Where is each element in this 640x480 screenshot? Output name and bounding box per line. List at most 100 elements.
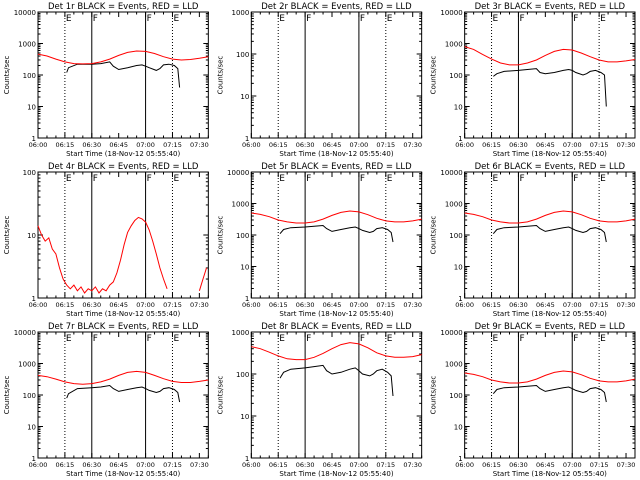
flag-label: F bbox=[360, 14, 365, 24]
y-tick-label: 1 bbox=[32, 455, 36, 463]
y-tick-label: 10 bbox=[240, 413, 249, 421]
x-tick-label: 06:15 bbox=[482, 301, 501, 309]
flag-label: F bbox=[306, 334, 311, 344]
flag-label: E bbox=[387, 14, 393, 24]
lld-series-line bbox=[464, 210, 636, 224]
x-axis-label: Start Time (18-Nov-12 05:55:40) bbox=[66, 310, 180, 318]
y-tick-label: 10000 bbox=[14, 9, 36, 17]
y-tick-label: 1 bbox=[32, 135, 36, 143]
lld-series-line bbox=[464, 370, 636, 384]
y-tick-label: 10 bbox=[454, 424, 463, 432]
plot-frame bbox=[250, 331, 423, 459]
y-axis-label: Counts/sec bbox=[430, 56, 438, 95]
flag-label: E bbox=[173, 14, 179, 24]
lld-series-line bbox=[464, 46, 636, 66]
x-tick-label: 06:00 bbox=[242, 141, 261, 149]
x-tick-label: 07:00 bbox=[350, 141, 369, 149]
x-tick-label: 07:15 bbox=[163, 141, 182, 149]
y-tick-label: 10000 bbox=[227, 169, 249, 177]
x-tick-label: 06:30 bbox=[509, 301, 528, 309]
x-tick-label: 06:00 bbox=[455, 301, 474, 309]
x-tick-label: 06:00 bbox=[29, 461, 48, 469]
flag-label: F bbox=[306, 14, 311, 24]
chart-title: Det 4r BLACK = Events, RED = LLD bbox=[48, 162, 199, 172]
chart-title: Det 8r BLACK = Events, RED = LLD bbox=[261, 322, 412, 332]
y-tick-label: 10 bbox=[27, 104, 36, 112]
x-tick-label: 06:15 bbox=[269, 301, 288, 309]
x-tick-label: 07:30 bbox=[617, 301, 636, 309]
y-tick-label: 100 bbox=[449, 72, 462, 80]
y-tick-label: 100 bbox=[236, 371, 249, 379]
y-tick-label: 1000 bbox=[232, 201, 250, 209]
y-tick-label: 100 bbox=[236, 51, 249, 59]
chart-panel: Det 1r BLACK = Events, RED = LLD 1 10 100 10… bbox=[3, 2, 209, 158]
x-tick-label: 07:15 bbox=[376, 141, 395, 149]
flag-label: E bbox=[493, 14, 499, 24]
chart-panel: Det 2r BLACK = Events, RED = LLD 1 10 100 10… bbox=[216, 2, 423, 158]
flag-label: E bbox=[493, 174, 499, 184]
flag-label: E bbox=[600, 174, 606, 184]
chart-panel: Det 8r BLACK = Events, RED = LLD 1 10 100 10… bbox=[216, 322, 423, 478]
flag-label: E bbox=[493, 334, 499, 344]
flag-label: E bbox=[279, 334, 285, 344]
x-tick-label: 07:00 bbox=[350, 461, 369, 469]
chart-title: Det 6r BLACK = Events, RED = LLD bbox=[475, 162, 626, 172]
y-axis-label: Counts/sec bbox=[3, 376, 11, 415]
chart-title: Det 2r BLACK = Events, RED = LLD bbox=[261, 2, 412, 12]
flag-label: F bbox=[306, 174, 311, 184]
events-series-line bbox=[66, 384, 181, 403]
x-tick-label: 07:30 bbox=[190, 461, 209, 469]
plot-frame bbox=[464, 11, 636, 139]
x-tick-label: 07:30 bbox=[190, 301, 209, 309]
y-tick-label: 1 bbox=[245, 455, 249, 463]
x-tick-label: 06:30 bbox=[82, 461, 101, 469]
flag-label: E bbox=[66, 174, 72, 184]
x-tick-label: 06:15 bbox=[56, 461, 75, 469]
x-tick-label: 06:45 bbox=[536, 461, 555, 469]
x-tick-label: 07:15 bbox=[590, 461, 609, 469]
flag-label: E bbox=[600, 14, 606, 24]
x-axis-label: Start Time (18-Nov-12 05:55:40) bbox=[66, 150, 180, 158]
y-tick-label: 10 bbox=[454, 264, 463, 272]
x-tick-label: 06:00 bbox=[455, 141, 474, 149]
flag-label: F bbox=[519, 174, 524, 184]
y-tick-label: 10000 bbox=[440, 9, 462, 17]
x-tick-label: 06:30 bbox=[82, 141, 101, 149]
y-tick-label: 1000 bbox=[232, 9, 250, 17]
x-tick-label: 07:00 bbox=[563, 461, 582, 469]
y-axis-label: Counts/sec bbox=[216, 376, 224, 415]
y-axis-label: Counts/sec bbox=[216, 216, 224, 255]
x-tick-label: 06:00 bbox=[242, 301, 261, 309]
flag-label: F bbox=[147, 14, 152, 24]
y-tick-label: 10000 bbox=[440, 169, 462, 177]
flag-label: F bbox=[93, 14, 98, 24]
events-series-line bbox=[492, 224, 607, 243]
x-tick-label: 07:00 bbox=[350, 301, 369, 309]
y-tick-label: 1 bbox=[458, 135, 462, 143]
events-series-line bbox=[279, 224, 394, 243]
x-tick-label: 07:00 bbox=[136, 461, 155, 469]
x-tick-label: 06:15 bbox=[482, 141, 501, 149]
flag-label: F bbox=[573, 334, 578, 344]
y-tick-label: 100 bbox=[449, 232, 462, 240]
x-tick-label: 06:30 bbox=[296, 301, 315, 309]
chart-title: Det 5r BLACK = Events, RED = LLD bbox=[261, 162, 412, 172]
flag-label: F bbox=[93, 334, 98, 344]
x-tick-label: 06:45 bbox=[536, 301, 555, 309]
x-tick-label: 06:15 bbox=[56, 301, 75, 309]
flag-label: F bbox=[519, 14, 524, 24]
chart-panel: Det 4r BLACK = Events, RED = LLD 1 10 100 06… bbox=[3, 162, 209, 318]
chart-panel: Det 6r BLACK = Events, RED = LLD 1 10 100 10… bbox=[430, 162, 636, 318]
flag-label: E bbox=[387, 174, 393, 184]
x-tick-label: 07:15 bbox=[590, 301, 609, 309]
x-tick-label: 06:15 bbox=[482, 461, 501, 469]
y-tick-label: 100 bbox=[23, 72, 36, 80]
y-axis-label: Counts/sec bbox=[216, 56, 224, 95]
x-tick-label: 06:15 bbox=[269, 141, 288, 149]
flag-label: F bbox=[573, 14, 578, 24]
x-tick-label: 06:45 bbox=[323, 141, 342, 149]
x-tick-label: 07:30 bbox=[617, 461, 636, 469]
plot-frame bbox=[464, 331, 636, 459]
x-tick-label: 06:30 bbox=[509, 141, 528, 149]
x-tick-label: 07:30 bbox=[403, 301, 422, 309]
